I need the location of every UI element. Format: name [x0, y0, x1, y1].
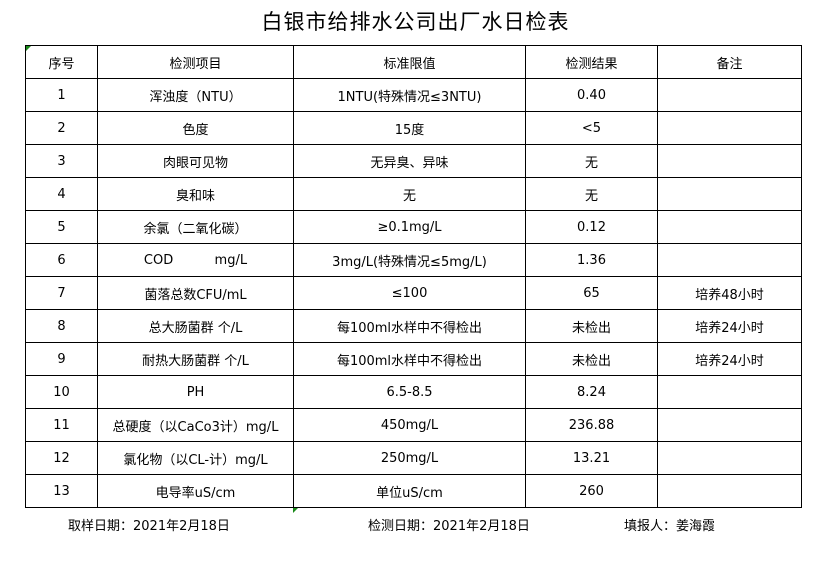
test-item-cell[interactable]: 电导率uS/cm — [97, 474, 294, 508]
remark-cell[interactable]: 培养48小时 — [657, 276, 802, 310]
test-date: 检测日期：2021年2月18日 — [368, 519, 530, 534]
test-result-cell[interactable]: 0.40 — [525, 78, 658, 112]
test-result-cell[interactable]: 1.36 — [525, 243, 658, 277]
remark-cell[interactable] — [657, 210, 802, 244]
test-result-cell[interactable]: 8.24 — [525, 375, 658, 409]
test-result-cell[interactable]: 260 — [525, 474, 658, 508]
header-cell[interactable]: 序号 — [25, 45, 98, 79]
test-result-cell[interactable]: 236.88 — [525, 408, 658, 442]
test-result-cell[interactable]: 无 — [525, 177, 658, 211]
test-result-cell[interactable]: <5 — [525, 111, 658, 145]
standard-limit-cell[interactable]: 无异臭、异味 — [293, 144, 526, 178]
row-number-cell[interactable]: 7 — [25, 276, 98, 310]
row-number-cell[interactable]: 4 — [25, 177, 98, 211]
sampling-date: 取样日期：2021年2月18日 — [68, 519, 230, 534]
table-row: 2 色度 15度 <5 — [25, 111, 802, 145]
row-number-cell[interactable]: 11 — [25, 408, 98, 442]
test-item-cell[interactable]: 浑浊度（NTU） — [97, 78, 294, 112]
remark-cell[interactable] — [657, 177, 802, 211]
remark-cell[interactable] — [657, 408, 802, 442]
page-title: 白银市给排水公司出厂水日检表 — [261, 10, 570, 34]
table-row: 9 耐热大肠菌群 个/L 每100ml水样中不得检出 未检出 培养24小时 — [25, 342, 802, 376]
test-item-cell[interactable]: 余氯（二氧化碳） — [97, 210, 294, 244]
row-number-cell[interactable]: 13 — [25, 474, 98, 508]
standard-limit-cell[interactable]: 250mg/L — [293, 441, 526, 475]
row-number-cell[interactable]: 1 — [25, 78, 98, 112]
test-item-cell[interactable]: 氯化物（以CL-计）mg/L — [97, 441, 294, 475]
remark-cell[interactable] — [657, 144, 802, 178]
row-number-cell[interactable]: 6 — [25, 243, 98, 277]
table-row: 5 余氯（二氧化碳） ≥0.1mg/L 0.12 — [25, 210, 802, 244]
table-row: 10 PH 6.5-8.5 8.24 — [25, 375, 802, 409]
remark-cell[interactable] — [657, 474, 802, 508]
standard-limit-cell[interactable]: 1NTU(特殊情况≤3NTU) — [293, 78, 526, 112]
test-result-cell[interactable]: 0.12 — [525, 210, 658, 244]
standard-limit-cell[interactable]: 450mg/L — [293, 408, 526, 442]
test-item-cell[interactable]: 总大肠菌群 个/L — [97, 309, 294, 343]
test-result-cell[interactable]: 未检出 — [525, 342, 658, 376]
table-header-row: 序号 检测项目 标准限值 检测结果 备注 — [25, 45, 802, 79]
table-row: 7 菌落总数CFU/mL ≤100 65 培养48小时 — [25, 276, 802, 310]
row-number-cell[interactable]: 2 — [25, 111, 98, 145]
test-item-cell[interactable]: 色度 — [97, 111, 294, 145]
row-number-cell[interactable]: 10 — [25, 375, 98, 409]
remark-cell[interactable]: 培养24小时 — [657, 342, 802, 376]
table-row: 11 总硬度（以CaCo3计）mg/L 450mg/L 236.88 — [25, 408, 802, 442]
remark-cell[interactable] — [657, 111, 802, 145]
remark-cell[interactable] — [657, 243, 802, 277]
table-row: 8 总大肠菌群 个/L 每100ml水样中不得检出 未检出 培养24小时 — [25, 309, 802, 343]
test-result-cell[interactable]: 13.21 — [525, 441, 658, 475]
table-row: 13 电导率uS/cm 单位uS/cm 260 — [25, 474, 802, 508]
row-number-cell[interactable]: 8 — [25, 309, 98, 343]
row-number-cell[interactable]: 3 — [25, 144, 98, 178]
standard-limit-cell[interactable]: ≤100 — [293, 276, 526, 310]
row-number-cell[interactable]: 5 — [25, 210, 98, 244]
test-result-cell[interactable]: 65 — [525, 276, 658, 310]
row-number-cell[interactable]: 9 — [25, 342, 98, 376]
remark-cell[interactable] — [657, 441, 802, 475]
remark-cell[interactable]: 培养24小时 — [657, 309, 802, 343]
standard-limit-cell[interactable]: 15度 — [293, 111, 526, 145]
standard-limit-cell[interactable]: 6.5-8.5 — [293, 375, 526, 409]
table-row: 3 肉眼可见物 无异臭、异味无 — [25, 144, 802, 178]
test-item-cell[interactable]: 臭和味 — [97, 177, 294, 211]
standard-limit-cell[interactable]: 每100ml水样中不得检出 — [293, 309, 526, 343]
standard-limit-cell[interactable]: 每100ml水样中不得检出 — [293, 342, 526, 376]
test-result-cell[interactable]: 未检出 — [525, 309, 658, 343]
test-item-cell[interactable]: 肉眼可见物 — [97, 144, 294, 178]
standard-limit-cell[interactable]: 无 — [293, 177, 526, 211]
remark-cell[interactable] — [657, 78, 802, 112]
test-item-cell[interactable]: 总硬度（以CaCo3计）mg/L — [97, 408, 294, 442]
standard-limit-cell[interactable]: 3mg/L(特殊情况≤5mg/L) — [293, 243, 526, 277]
filled-by: 填报人：姜海霞 — [624, 519, 716, 534]
standard-limit-cell[interactable]: ≥0.1mg/L — [293, 210, 526, 244]
test-result-cell[interactable]: 无 — [525, 144, 658, 178]
table-row: 6 COD mg/L 3mg/L(特殊情况≤5mg/L) 1.36 — [25, 243, 802, 277]
standard-limit-cell[interactable]: 单位uS/cm — [293, 474, 526, 508]
table-row: 4 臭和味无无 — [25, 177, 802, 211]
header-cell[interactable]: 检测结果 — [525, 45, 658, 79]
header-cell[interactable]: 检测项目 — [97, 45, 294, 79]
test-item-cell[interactable]: 耐热大肠菌群 个/L — [97, 342, 294, 376]
table-row: 12 氯化物（以CL-计）mg/L 250mg/L 13.21 — [25, 441, 802, 475]
row-number-cell[interactable]: 12 — [25, 441, 98, 475]
inspection-table: 序号 检测项目 标准限值 检测结果 备注 1 浑浊度（NTU） 1NTU(特殊情况≤… — [25, 45, 802, 508]
table-row: 1 浑浊度（NTU） 1NTU(特殊情况≤3NTU) 0.40 — [25, 78, 802, 112]
header-cell[interactable]: 备注 — [657, 45, 802, 79]
header-cell[interactable]: 标准限值 — [293, 45, 526, 79]
test-item-cell[interactable]: 菌落总数CFU/mL — [97, 276, 294, 310]
test-item-cell[interactable]: PH — [97, 375, 294, 409]
test-item-cell[interactable]: COD mg/L — [97, 243, 294, 277]
cell-marker — [293, 508, 298, 513]
remark-cell[interactable] — [657, 375, 802, 409]
